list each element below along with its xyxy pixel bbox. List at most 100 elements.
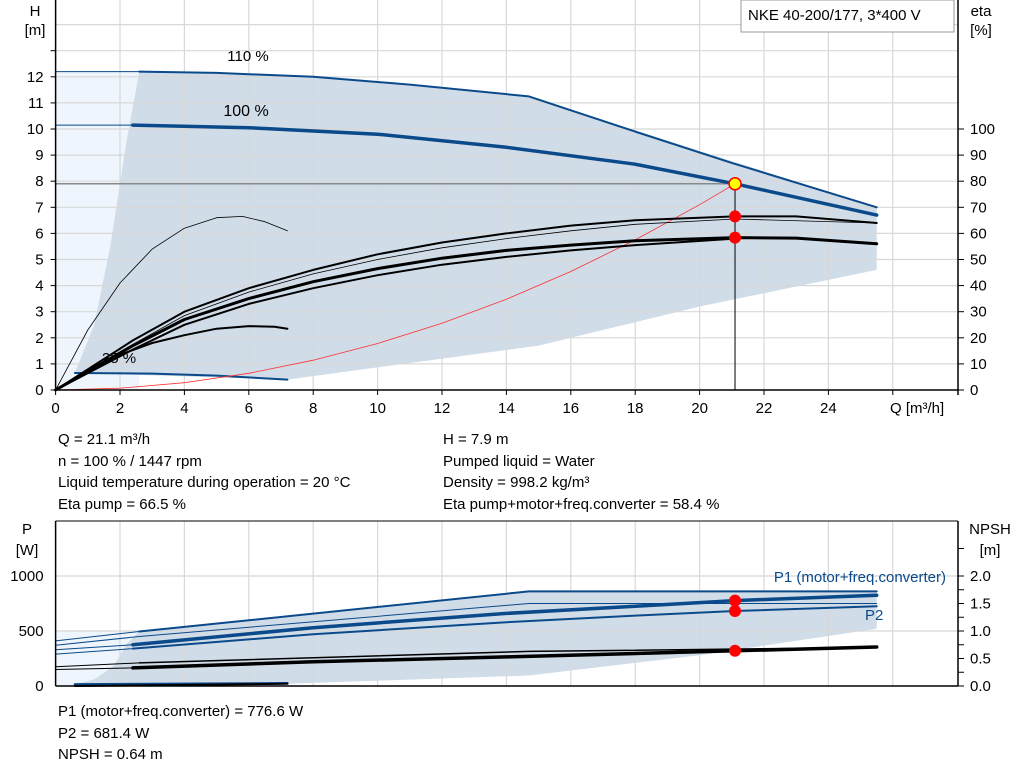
power-operating-point xyxy=(729,594,742,607)
x-tick-label: 8 xyxy=(309,400,317,417)
y-right-tick-label: 70 xyxy=(970,199,987,216)
npsh-readout: NPSH = 0.64 m xyxy=(58,746,163,763)
chart-title: NKE 40-200/177, 3*400 V xyxy=(748,7,921,24)
y-right-tick-label: 50 xyxy=(970,252,987,269)
y-left-tick-label: 1 xyxy=(35,356,43,373)
y-right-tick-label: 90 xyxy=(970,147,987,164)
y-right-tick-label: 20 xyxy=(970,330,987,347)
curve-p1-low-ext xyxy=(55,644,134,651)
temperature-readout: Liquid temperature during operation = 20… xyxy=(58,474,351,491)
p1-readout: P1 (motor+freq.converter) = 776.6 W xyxy=(58,703,304,720)
x-tick-label: 20 xyxy=(691,400,708,417)
legend-p2: P2 xyxy=(865,607,883,624)
x-tick-label: 10 xyxy=(369,400,386,417)
flow-readout: Q = 21.1 m³/h xyxy=(58,431,151,448)
head-readout: H = 7.9 m xyxy=(443,431,509,448)
x-tick-label: 14 xyxy=(498,400,515,417)
duty-point xyxy=(728,177,742,191)
npsh-axis-label: NPSH xyxy=(969,521,1011,538)
curve-p1-motor-freq-converter- xyxy=(131,593,879,647)
p-tick-label: 0 xyxy=(35,678,43,695)
x-tick-label: 16 xyxy=(562,400,579,417)
curve-h-110- xyxy=(138,70,878,209)
npsh-tick-label: 2.0 xyxy=(970,568,991,585)
curve-p1-low-thin xyxy=(55,631,140,642)
y-right-tick-label: 10 xyxy=(970,356,987,373)
curve-p2-110- xyxy=(138,603,878,637)
y-left-axis-label: H xyxy=(30,3,41,20)
y-right-tick-label: 80 xyxy=(970,173,987,190)
y-right-axis-label: eta xyxy=(971,3,993,20)
curve-eta-total-lower xyxy=(54,237,736,391)
y-left-tick-label: 4 xyxy=(35,278,43,295)
x-tick-label: 6 xyxy=(245,400,253,417)
p-tick-label: 1000 xyxy=(10,568,43,585)
y-left-tick-label: 6 xyxy=(35,225,43,242)
eta-operating-point xyxy=(729,231,742,244)
y-left-tick-label: 9 xyxy=(35,147,43,164)
y-left-tick-label: 2 xyxy=(35,330,43,347)
y-left-tick-label: 10 xyxy=(27,121,44,138)
curve-system-curve xyxy=(55,183,736,391)
info-top-right: H = 7.9 m Pumped liquid = Water Density … xyxy=(443,429,719,515)
title-box xyxy=(740,0,955,33)
annotation-25-percent: 25 % xyxy=(102,350,136,367)
npsh-tick-label: 1.0 xyxy=(970,623,991,640)
y-left-tick-label: 12 xyxy=(27,69,44,86)
y-left-tick-label: 0 xyxy=(35,382,43,399)
curve-eta-pump-thin xyxy=(55,218,878,391)
x-axis-label: Q [m³/h] xyxy=(890,400,944,417)
operating-range-area xyxy=(74,71,877,380)
info-bottom: P1 (motor+freq.converter) = 776.6 W P2 =… xyxy=(58,701,303,766)
curve-p1-110- xyxy=(138,590,878,633)
y-right-tick-label: 30 xyxy=(970,304,987,321)
annotation-110-percent: 110 % xyxy=(227,48,268,65)
x-tick-label: 22 xyxy=(756,400,773,417)
x-tick-label: 0 xyxy=(51,400,59,417)
y-right-tick-label: 40 xyxy=(970,278,987,295)
speed-readout: n = 100 % / 1447 rpm xyxy=(58,452,202,470)
npsh-tick-label: 1.5 xyxy=(970,596,991,613)
liquid-readout: Pumped liquid = Water xyxy=(443,452,595,470)
p-axis-label: P xyxy=(22,521,32,538)
x-tick-label: 18 xyxy=(627,400,644,417)
y-right-tick-label: 60 xyxy=(970,225,987,242)
curve-p2 xyxy=(131,605,878,650)
density-readout: Density = 998.2 kg/m³ xyxy=(443,474,590,491)
y-left-tick-label: 3 xyxy=(35,304,43,321)
curve-npsh xyxy=(131,645,879,670)
npsh-tick-label: 0.0 xyxy=(970,678,991,695)
y-right-tick-label: 100 xyxy=(970,121,995,138)
eta-total-readout: Eta pump+motor+freq.converter = 58.4 % xyxy=(443,495,720,513)
y-left-tick-label: 11 xyxy=(28,95,44,112)
eta-operating-point xyxy=(729,210,742,223)
curve-npsh-low-ext-2 xyxy=(55,662,140,668)
y-right-axis-unit: [%] xyxy=(970,22,992,39)
curve-eta-low-speed-thin xyxy=(55,215,288,391)
p-axis-unit: [W] xyxy=(16,542,39,559)
curve-npsh-low-ext xyxy=(55,667,134,670)
legend-p1: P1 (motor+freq.converter) xyxy=(774,569,946,586)
y-left-tick-label: 8 xyxy=(35,173,43,190)
info-top-left: Q = 21.1 m³/h n = 100 % / 1447 rpm Liqui… xyxy=(58,429,350,515)
p-tick-label: 500 xyxy=(19,623,44,640)
x-tick-label: 24 xyxy=(820,400,837,417)
curve-h-25- xyxy=(73,372,289,381)
y-left-tick-label: 5 xyxy=(35,252,43,269)
power-operating-point xyxy=(729,644,742,657)
y-left-axis-unit: [m] xyxy=(25,22,46,39)
y-left-tick-label: 7 xyxy=(35,199,43,216)
npsh-tick-label: 0.5 xyxy=(970,651,991,668)
x-tick-label: 4 xyxy=(180,400,188,417)
annotation-100-percent: 100 % xyxy=(223,103,268,120)
eta-pump-readout: Eta pump = 66.5 % xyxy=(58,495,186,513)
curve-p2-low-ext xyxy=(55,648,134,655)
y-right-tick-label: 0 xyxy=(970,382,978,399)
npsh-axis-unit: [m] xyxy=(980,542,1001,559)
power-operating-point xyxy=(729,605,742,618)
x-tick-label: 12 xyxy=(434,400,451,417)
p2-readout: P2 = 681.4 W xyxy=(58,724,150,742)
curve-eta-25- xyxy=(54,325,289,391)
x-tick-label: 2 xyxy=(116,400,124,417)
